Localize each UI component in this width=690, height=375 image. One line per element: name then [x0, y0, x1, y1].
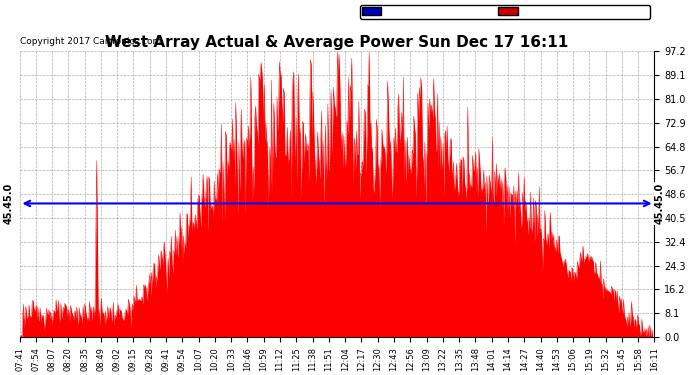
Text: 45.45.0: 45.45.0 — [3, 183, 13, 224]
Text: 45.45.0: 45.45.0 — [655, 183, 664, 224]
Legend: Average  (DC Watts), West Array  (DC Watts): Average (DC Watts), West Array (DC Watts… — [360, 5, 649, 19]
Title: West Array Actual & Average Power Sun Dec 17 16:11: West Array Actual & Average Power Sun De… — [106, 35, 569, 50]
Text: Copyright 2017 Cartronics.com: Copyright 2017 Cartronics.com — [19, 37, 161, 46]
